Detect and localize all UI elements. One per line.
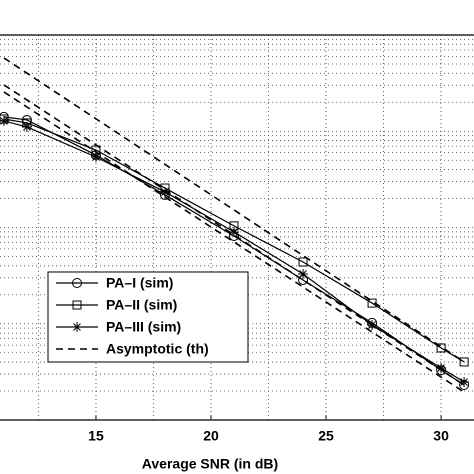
marker-star	[436, 362, 447, 373]
legend-marker-circle	[72, 278, 82, 288]
marker-star	[0, 115, 9, 126]
legend-marker-star	[72, 322, 82, 332]
marker-star	[159, 186, 170, 197]
marker-star	[459, 377, 470, 388]
marker-star	[229, 226, 240, 237]
marker-star	[90, 152, 101, 163]
marker-star	[298, 268, 309, 279]
legend-label: PA–III (sim)	[106, 319, 181, 335]
legend-label: PA–I (sim)	[106, 275, 173, 291]
x-tick-label: 25	[318, 428, 334, 444]
marker-square	[436, 343, 446, 353]
marker-square	[459, 357, 469, 367]
legend-marker	[72, 300, 82, 310]
legend-box	[47, 271, 249, 363]
x-axis-label: Average SNR (in dB)	[142, 456, 278, 472]
x-tick-label: 30	[433, 428, 449, 444]
legend-marker	[72, 322, 82, 332]
series-line	[3, 57, 465, 363]
series-line	[3, 118, 465, 363]
marker-square	[298, 257, 308, 267]
legend-label: PA–II (sim)	[106, 297, 177, 313]
legend-label: Asymptotic (th)	[106, 341, 209, 357]
marker-star	[367, 319, 378, 330]
legend-marker	[72, 278, 82, 288]
series-line	[3, 91, 465, 393]
legend-marker-square	[72, 300, 82, 310]
x-tick-label: 20	[203, 428, 219, 444]
marker-star	[21, 121, 32, 132]
series-line	[3, 84, 465, 386]
x-tick-label: 15	[88, 428, 104, 444]
